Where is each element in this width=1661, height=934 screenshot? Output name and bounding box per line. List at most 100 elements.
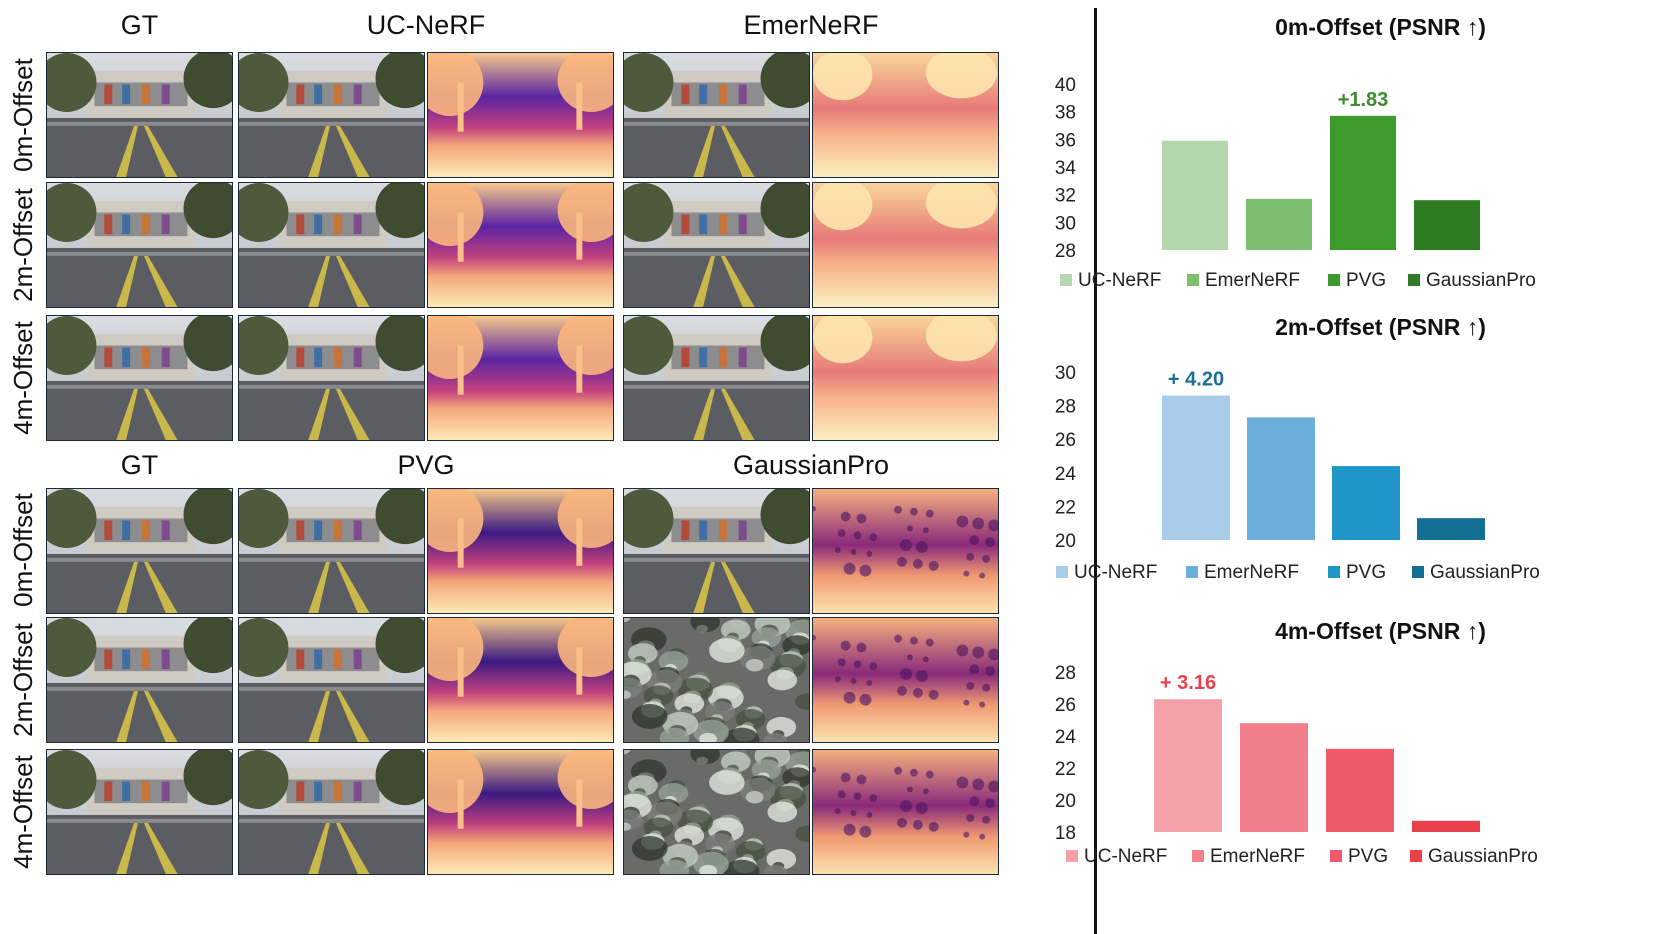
chart-0-legend-swatch-2: [1328, 274, 1340, 286]
chart-0-legend-label-1: EmerNeRF: [1205, 270, 1300, 291]
chart-1-bar-uc-nerf: [1162, 395, 1230, 540]
pvg-depth-0m: [427, 488, 614, 614]
chart-2-bar-uc-nerf: [1154, 699, 1222, 832]
col-title-ucnerf: UC-NeRF: [366, 10, 486, 40]
chart-title-2m: 2m-Offset (PSNR ↑): [1275, 314, 1486, 340]
chart-2-ytick-0: 18: [1055, 823, 1076, 844]
gaussianpro-depth-0m: [812, 488, 999, 614]
chart-0-ytick-4: 36: [1055, 130, 1076, 151]
qualitative-grid: GT UC-NeRF EmerNeRF GT PVG GaussianPro 0…: [8, 10, 999, 875]
row-label-top-2m: 2m-Offset: [8, 188, 38, 302]
emernerf-depth-0m: [812, 52, 999, 178]
chart-1-ytick-3: 26: [1055, 430, 1076, 451]
chart-2-bar-pvg: [1326, 748, 1394, 832]
chart-1-bar-emernerf: [1247, 417, 1315, 540]
gaussianpro-rgb-2m: [623, 617, 810, 743]
chart-2-legend-label-1: EmerNeRF: [1210, 846, 1305, 867]
ucnerf-depth-4m: [427, 315, 614, 441]
chart-1-ytick-4: 28: [1055, 397, 1076, 418]
chart-2-annotation: + 3.16: [1160, 672, 1216, 694]
chart-0-legend-label-2: PVG: [1346, 270, 1386, 291]
chart-2-ytick-3: 24: [1055, 727, 1077, 748]
chart-2-legend-swatch-0: [1066, 850, 1078, 862]
chart-0-legend-label-0: UC-NeRF: [1078, 270, 1161, 291]
chart-1-ytick-2: 24: [1055, 464, 1077, 485]
gt-image-bottom-2m: [46, 617, 233, 743]
gt-image-top-4m: [46, 315, 233, 441]
emernerf-depth-4m: [812, 315, 999, 441]
gaussianpro-rgb-0m: [623, 488, 810, 614]
chart-2-ytick-4: 26: [1055, 695, 1076, 716]
emernerf-rgb-0m: [623, 52, 810, 178]
row-label-top-0m: 0m-Offset: [8, 58, 38, 172]
chart-0m-svg: 28 30 32 34 36 38 40 +1.83 UC-NeRF EmerNeRF PVG Gau…: [1055, 75, 1536, 291]
chart-2-ytick-2: 22: [1055, 759, 1076, 780]
gt-image-bottom-0m: [46, 488, 233, 614]
chart-0-legend-swatch-1: [1187, 274, 1199, 286]
chart-1-legend-swatch-3: [1412, 566, 1424, 578]
chart-4m-svg: 18 20 22 24 26 28 + 3.16 UC-NeRF EmerNeRF PVG Gaus…: [1055, 663, 1538, 867]
chart-0-legend-label-3: GaussianPro: [1426, 270, 1536, 291]
chart-0-ytick-2: 32: [1055, 186, 1076, 207]
chart-1-bar-pvg: [1332, 466, 1400, 540]
chart-1-ytick-0: 20: [1055, 531, 1076, 552]
panel-divider: [1094, 8, 1097, 934]
ucnerf-rgb-0m: [238, 52, 425, 178]
chart-0-ytick-1: 30: [1055, 213, 1076, 234]
chart-1-legend-label-2: PVG: [1346, 562, 1386, 583]
chart-1-legend-swatch-0: [1056, 566, 1068, 578]
chart-1-ytick-1: 22: [1055, 497, 1076, 518]
chart-0-legend-swatch-0: [1060, 274, 1072, 286]
chart-0-bar-pvg: [1330, 115, 1396, 250]
ucnerf-depth-2m: [427, 182, 614, 308]
col-title-pvg: PVG: [397, 450, 455, 480]
chart-1-legend-swatch-2: [1328, 566, 1340, 578]
chart-2-ytick-5: 28: [1055, 663, 1076, 684]
chart-0-legend-swatch-3: [1408, 274, 1420, 286]
chart-1-ytick-5: 30: [1055, 363, 1076, 384]
gaussianpro-depth-4m: [812, 749, 999, 875]
row-label-bottom-4m: 4m-Offset: [8, 755, 38, 869]
pvg-rgb-4m: [238, 749, 425, 875]
chart-title-4m: 4m-Offset (PSNR ↑): [1275, 618, 1486, 644]
ucnerf-rgb-4m: [238, 315, 425, 441]
chart-0-bar-uc-nerf: [1162, 140, 1228, 250]
emernerf-rgb-4m: [623, 315, 810, 441]
chart-2-legend-swatch-3: [1410, 850, 1422, 862]
chart-0-bar-gaussianpro: [1414, 200, 1480, 250]
row-label-bottom-2m: 2m-Offset: [8, 623, 38, 737]
ucnerf-depth-0m: [427, 52, 614, 178]
charts-panel: 0m-Offset (PSNR ↑) 28 30 32 34 36 38 40 +1.83 UC…: [1055, 0, 1661, 934]
col-title-gt-top: GT: [120, 10, 159, 40]
chart-1-legend-label-0: UC-NeRF: [1074, 562, 1157, 583]
chart-2-legend-swatch-1: [1192, 850, 1204, 862]
chart-0-bar-emernerf: [1246, 198, 1312, 250]
chart-2-legend-label-3: GaussianPro: [1428, 846, 1538, 867]
chart-title-0m: 0m-Offset (PSNR ↑): [1275, 14, 1486, 40]
pvg-rgb-0m: [238, 488, 425, 614]
chart-0-ytick-5: 38: [1055, 103, 1076, 124]
row-label-top-4m: 4m-Offset: [8, 321, 38, 435]
chart-2-legend-label-2: PVG: [1348, 846, 1388, 867]
row-label-bottom-0m: 0m-Offset: [8, 493, 38, 607]
chart-2-legend-swatch-2: [1330, 850, 1342, 862]
chart-2-legend-label-0: UC-NeRF: [1084, 846, 1167, 867]
emernerf-rgb-2m: [623, 182, 810, 308]
gt-image-bottom-4m: [46, 749, 233, 875]
chart-2-bar-gaussianpro: [1412, 820, 1480, 832]
pvg-depth-2m: [427, 617, 614, 743]
chart-1-bar-gaussianpro: [1417, 518, 1485, 540]
gt-image-top-0m: [46, 52, 233, 178]
chart-1-legend-swatch-1: [1186, 566, 1198, 578]
chart-0-ytick-0: 28: [1055, 241, 1076, 262]
col-title-gt-bottom: GT: [120, 450, 159, 480]
chart-0-annotation: +1.83: [1338, 89, 1389, 111]
chart-2-bar-emernerf: [1240, 723, 1308, 832]
pvg-rgb-2m: [238, 617, 425, 743]
col-title-emernerf: EmerNeRF: [743, 10, 879, 40]
chart-1-annotation: + 4.20: [1168, 369, 1224, 391]
chart-1-legend-label-1: EmerNeRF: [1204, 562, 1299, 583]
gaussianpro-rgb-4m: [623, 749, 810, 875]
emernerf-depth-2m: [812, 182, 999, 308]
chart-2-ytick-1: 20: [1055, 791, 1076, 812]
